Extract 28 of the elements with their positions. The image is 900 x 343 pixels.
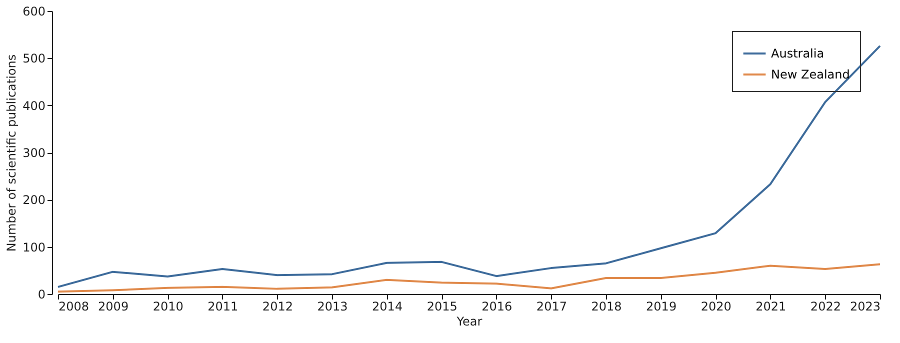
x-tick-label: 2011 xyxy=(208,300,238,314)
x-tick-label: 2013 xyxy=(317,300,348,314)
x-tick-label: 2010 xyxy=(152,300,184,314)
y-tick-label: 0 xyxy=(38,288,46,302)
legend-label: Australia xyxy=(771,46,824,60)
x-tick-label: 2015 xyxy=(426,300,458,314)
x-tick-label: 2017 xyxy=(536,300,567,314)
y-tick-label: 100 xyxy=(22,240,46,254)
x-tick-label: 2021 xyxy=(756,300,786,314)
y-tick-label: 600 xyxy=(22,4,46,18)
y-tick-label: 500 xyxy=(22,52,46,66)
x-tick-label: 2012 xyxy=(262,300,293,314)
x-axis-title: Year xyxy=(456,314,482,328)
y-axis-title: Number of scientific publications xyxy=(4,54,19,252)
x-tick-label: 2008 xyxy=(58,300,90,314)
x-tick-label: 2019 xyxy=(646,300,677,314)
x-tick-label: 2018 xyxy=(591,300,622,314)
x-tick-label: 2016 xyxy=(482,300,512,314)
x-tick-label: 2023 xyxy=(850,300,880,314)
x-tick-label: 2009 xyxy=(98,300,129,314)
x-tick-label: 2020 xyxy=(700,300,732,314)
y-tick-label: 400 xyxy=(22,98,46,113)
x-tick-label: 2014 xyxy=(372,300,403,314)
legend-label: New Zealand xyxy=(771,68,850,82)
x-tick-label: 2022 xyxy=(810,300,841,314)
line-series xyxy=(57,44,881,288)
y-tick-label: 200 xyxy=(22,193,46,208)
y-tick-label: 300 xyxy=(22,146,46,160)
